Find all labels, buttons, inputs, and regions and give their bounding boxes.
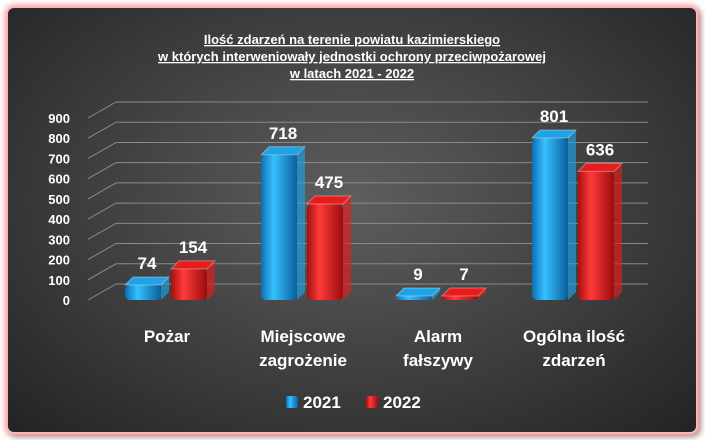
y-tick-label: 900 (48, 111, 70, 126)
category-label: Alarm (414, 327, 462, 346)
bar-2022-3 (576, 162, 624, 300)
gridline (87, 162, 648, 180)
y-tick-label: 300 (48, 232, 70, 247)
gridline (87, 202, 648, 220)
data-label-2022-1: 475 (315, 173, 343, 192)
y-tick-label: 500 (48, 192, 70, 207)
category-label: fałszywy (403, 351, 473, 370)
legend-label: 2021 (303, 393, 341, 412)
y-tick-label: 800 (48, 131, 70, 146)
data-labels: 74 154 718 475 9 7 801 636 (138, 107, 615, 284)
gridline (87, 243, 648, 260)
bar-2022-2 (440, 287, 488, 300)
data-label-2021-0: 74 (138, 254, 157, 273)
y-tick-label: 600 (48, 172, 70, 187)
chart-title-line-1: Ilość zdarzeń na terenie powiatu kazimie… (204, 32, 500, 47)
category-labels: Pożar Miejscowe zagrożenie Alarm fałszywy Ogó… (144, 327, 625, 370)
data-label-2021-1: 718 (269, 124, 297, 143)
chart-title-line-2: w których interweniowały jednostki ochro… (157, 49, 546, 64)
bar-2022-1 (305, 195, 353, 300)
y-tick-label: 200 (48, 253, 70, 268)
legend-item-2021: 2021 (286, 393, 341, 412)
category-label: Miejscowe (260, 327, 345, 346)
legend-item-2022: 2022 (366, 393, 421, 412)
y-tick-label: 0 (63, 293, 70, 308)
bar-2021-1 (259, 146, 307, 300)
bar-2021-0 (123, 276, 171, 300)
gridline (87, 141, 648, 159)
category-label: zagrożenie (259, 351, 347, 370)
bar-2021-2 (394, 287, 442, 300)
gridline (87, 263, 648, 281)
bar-2022-0 (169, 260, 217, 300)
category-label: Ogólna ilość (523, 327, 625, 346)
data-label-2021-2: 9 (413, 265, 422, 284)
bars (123, 129, 624, 300)
chart-title-line-3: w latach 2021 - 2022 (289, 66, 414, 81)
data-label-2022-3: 636 (586, 140, 614, 159)
chart-frame: Ilość zdarzeń na terenie powiatu kazimie… (6, 6, 698, 434)
y-axis-ticks: 0 100 200 300 400 500 600 700 800 900 (48, 111, 70, 308)
legend-label: 2022 (383, 393, 421, 412)
gridline (87, 121, 648, 139)
bar-2021-3 (530, 129, 578, 300)
legend: 2021 2022 (286, 393, 421, 412)
gridline (87, 222, 648, 240)
gridlines (87, 101, 648, 301)
y-tick-label: 700 (48, 151, 70, 166)
data-label-2022-0: 154 (179, 238, 208, 257)
category-label: Pożar (144, 327, 191, 346)
category-label: zdarzeń (542, 351, 605, 370)
chart-title: Ilość zdarzeń na terenie powiatu kazimie… (157, 32, 546, 81)
y-tick-label: 100 (48, 273, 70, 288)
y-tick-label: 400 (48, 212, 70, 227)
legend-swatch (286, 396, 298, 408)
data-label-2022-2: 7 (459, 265, 468, 284)
gridline (87, 101, 648, 119)
gridline (87, 182, 648, 200)
data-label-2021-3: 801 (540, 107, 568, 126)
gridline (87, 283, 648, 301)
legend-swatch (366, 396, 378, 408)
bar-chart: Ilość zdarzeń na terenie powiatu kazimie… (48, 32, 648, 412)
